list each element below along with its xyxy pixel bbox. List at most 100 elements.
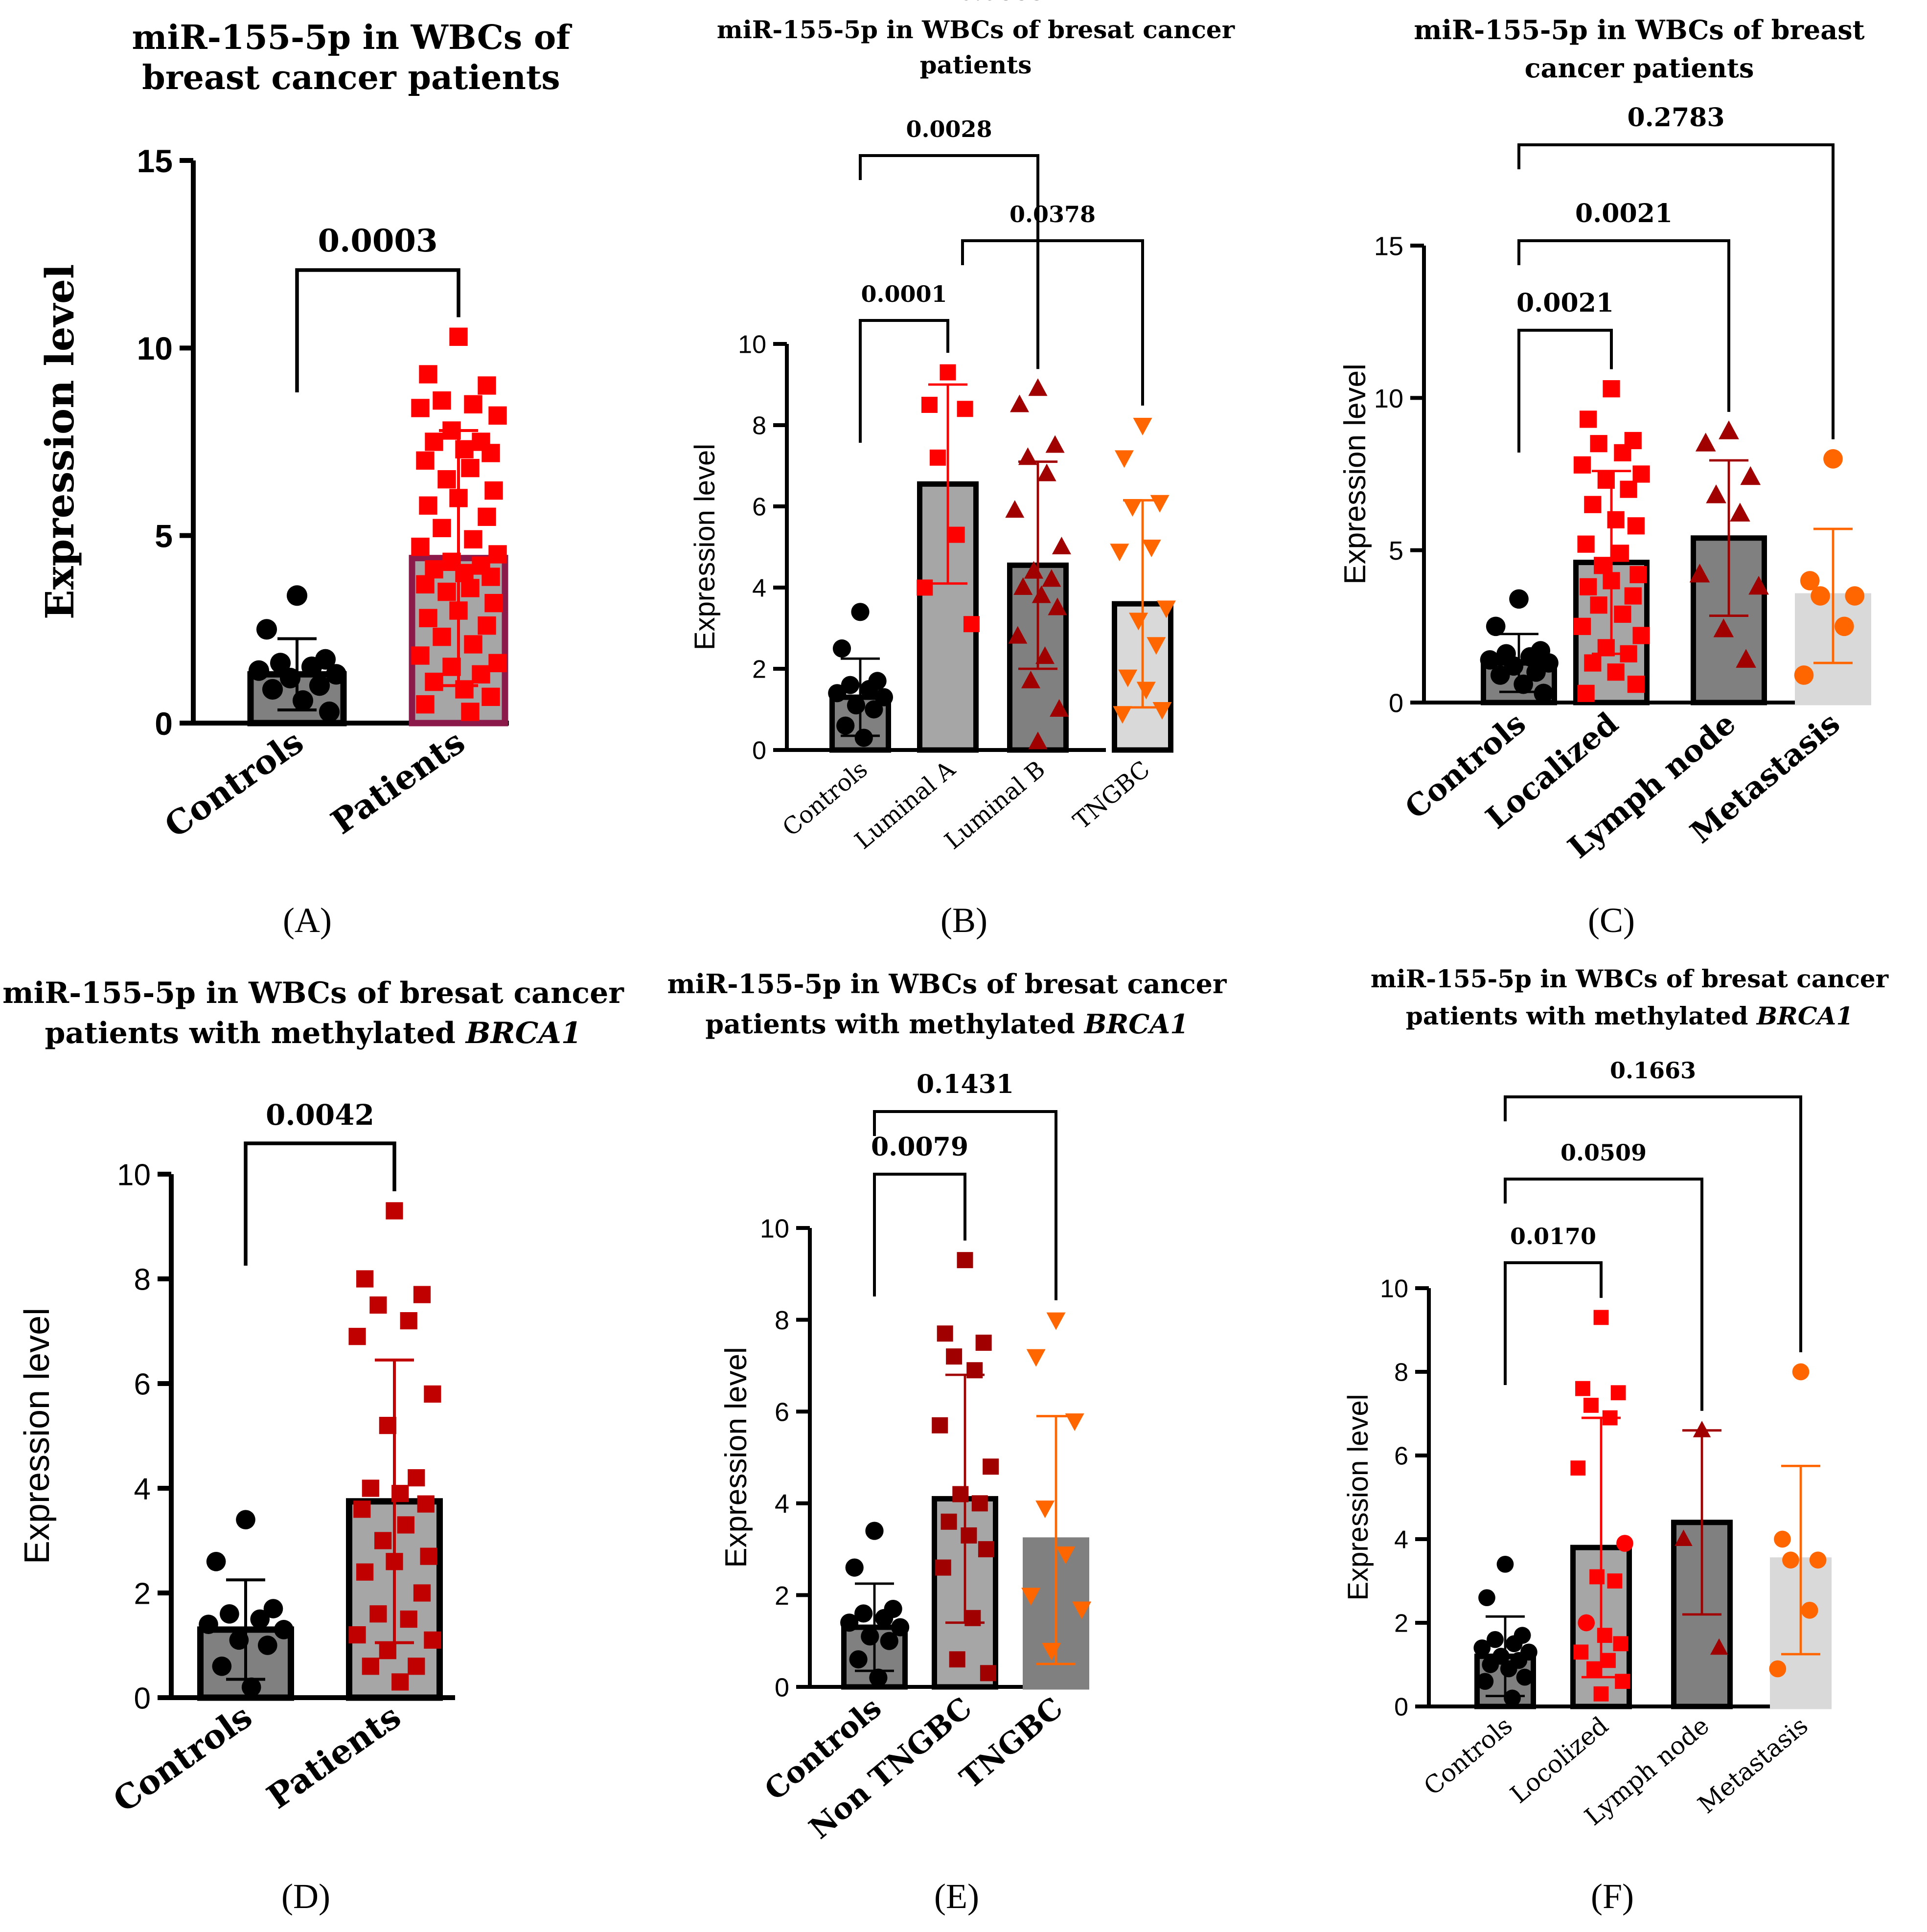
data-point-patients bbox=[379, 1642, 396, 1659]
data-point-patients bbox=[408, 1469, 425, 1487]
x-tick-label-patients: Patients bbox=[260, 1697, 408, 1817]
data-point-tngbc bbox=[1150, 495, 1170, 513]
data-point-controls bbox=[875, 1609, 894, 1627]
data-point-luminal-b bbox=[1021, 670, 1040, 688]
data-point-patients bbox=[449, 489, 468, 507]
data-point-controls bbox=[248, 660, 270, 681]
data-point-patients bbox=[356, 1563, 374, 1581]
data-point-localized bbox=[1597, 639, 1615, 657]
p-value-label: 0.0509 bbox=[1560, 1139, 1647, 1166]
data-point-patients bbox=[374, 1532, 392, 1549]
y-tick-label: 5 bbox=[1389, 536, 1403, 566]
y-tick-label: 10 bbox=[738, 331, 766, 359]
p-value-label: 0.1663 bbox=[1610, 1057, 1696, 1084]
data-point-metastasis bbox=[1845, 586, 1865, 606]
data-point-tngbc bbox=[1147, 637, 1166, 655]
data-point-patients bbox=[455, 680, 474, 699]
p-value-label: 0.1431 bbox=[917, 1069, 1014, 1099]
data-point-non-tngbc bbox=[961, 1527, 977, 1544]
significance-bracket: 0.1431 bbox=[873, 1069, 1057, 1300]
data-point-luminal-b bbox=[1028, 378, 1048, 396]
p-value-label: 0.0003 bbox=[318, 223, 438, 259]
data-point-metastasis bbox=[1801, 1601, 1818, 1619]
data-point-patients bbox=[386, 1202, 403, 1220]
data-point-luminal-b bbox=[1035, 646, 1055, 664]
data-point-metastasis bbox=[1835, 616, 1854, 636]
p-value-label: 0.0021 bbox=[1575, 199, 1673, 228]
data-point-non-tngbc bbox=[966, 1362, 983, 1379]
data-point-controls bbox=[250, 1609, 270, 1629]
data-point-patients bbox=[482, 444, 500, 462]
data-point-patients bbox=[461, 579, 480, 597]
significance-bracket: 0.1663 bbox=[1504, 1057, 1802, 1352]
data-point-controls bbox=[309, 675, 330, 696]
data-point-patients bbox=[348, 1328, 366, 1345]
data-point-patients bbox=[408, 1658, 425, 1675]
significance-bracket-line bbox=[873, 1110, 1057, 1300]
data-point-luminal-b bbox=[1028, 731, 1048, 750]
data-point-patients bbox=[411, 537, 430, 556]
data-point-lymph-node bbox=[1748, 575, 1769, 595]
y-tick-label: 6 bbox=[1394, 1442, 1408, 1471]
x-tick-label-metastasis: Metastasis bbox=[1693, 1711, 1813, 1819]
y-tick-label: 0 bbox=[775, 1673, 789, 1702]
significance-bracket: 0.0079 bbox=[871, 1132, 968, 1296]
chart-title-line-2: patients bbox=[920, 50, 1032, 79]
data-point-patients bbox=[362, 1479, 379, 1497]
data-point-patients bbox=[419, 496, 437, 515]
data-point-controls bbox=[1476, 1673, 1494, 1690]
data-point-patients bbox=[472, 665, 490, 684]
significance-bracket-line bbox=[1504, 1178, 1703, 1411]
significance-bracket-line bbox=[961, 239, 1144, 406]
significance-bracket-line bbox=[1504, 1095, 1802, 1352]
y-axis-label: Expression level bbox=[689, 444, 721, 650]
data-point-controls bbox=[1473, 1639, 1491, 1657]
data-point-patients bbox=[482, 687, 500, 706]
data-point-patients bbox=[442, 658, 461, 676]
data-point-localized bbox=[1603, 380, 1620, 398]
data-point-localized bbox=[1597, 471, 1615, 489]
chart-panel-b: miR-155-5p in WBCs of bresat cancer patie… bbox=[689, 0, 1235, 940]
data-point-luminal-a bbox=[921, 397, 938, 413]
data-point-patients bbox=[424, 1385, 441, 1403]
data-point-luminal-a bbox=[929, 449, 946, 466]
data-point-locolized bbox=[1575, 1381, 1590, 1396]
significance-bracket-line bbox=[1517, 329, 1613, 453]
y-tick-label: 0 bbox=[752, 737, 766, 765]
data-point-controls bbox=[241, 1677, 261, 1697]
data-point-tngbc bbox=[1133, 418, 1152, 435]
significance-bracket-line bbox=[859, 319, 949, 443]
data-point-tngbc bbox=[1118, 669, 1138, 687]
data-point-patients bbox=[416, 575, 435, 594]
data-point-luminal-b bbox=[1008, 626, 1028, 644]
data-point-localized bbox=[1632, 465, 1650, 483]
data-point-localized bbox=[1627, 517, 1645, 535]
y-tick-label: 10 bbox=[1374, 384, 1403, 413]
data-point-localized bbox=[1632, 627, 1650, 644]
data-point-lymph-node bbox=[1736, 649, 1756, 668]
data-point-controls bbox=[869, 1668, 888, 1687]
y-tick-label: 4 bbox=[775, 1489, 789, 1519]
data-point-non-tngbc bbox=[964, 1610, 981, 1626]
data-point-locolized bbox=[1583, 1398, 1599, 1413]
data-point-locolized bbox=[1613, 1636, 1629, 1652]
y-tick-label: 0 bbox=[134, 1682, 151, 1715]
x-tick-label-luminal-b: Luminal B bbox=[940, 755, 1051, 855]
data-point-locolized bbox=[1602, 1410, 1618, 1426]
data-point-patients bbox=[379, 1417, 396, 1434]
data-point-patients bbox=[478, 507, 496, 526]
data-point-controls bbox=[1482, 1656, 1499, 1673]
data-point-localized bbox=[1614, 444, 1631, 462]
significance-bracket: 0.0170 bbox=[1504, 1223, 1603, 1385]
chart-title-text: patients with methylated bbox=[705, 1008, 1084, 1040]
y-tick-label: 15 bbox=[1374, 231, 1403, 261]
data-point-tngbc bbox=[1156, 600, 1176, 618]
data-point-luminal-a bbox=[963, 616, 980, 633]
chart-title-line-1: miR-155-5p in WBCs of bresat cancer bbox=[667, 968, 1227, 1000]
chart-title-line-1: miR-155-5p in WBCs of bbox=[132, 18, 573, 57]
chart-panel-f: miR-155-5p in WBCs of bresat cancer patie… bbox=[1342, 964, 1889, 1916]
data-point-patients bbox=[391, 1485, 409, 1502]
data-point-patients bbox=[433, 391, 451, 410]
data-point-metastasis bbox=[1809, 1551, 1827, 1569]
